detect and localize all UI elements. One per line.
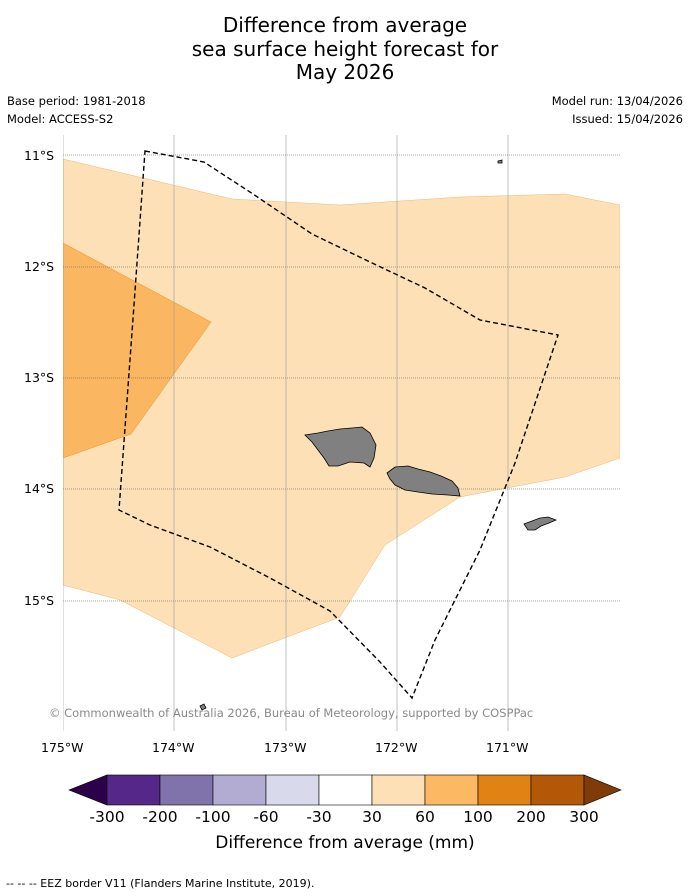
lon-label-175w: 175°W	[41, 740, 84, 755]
base-period: Base period: 1981-2018	[7, 94, 146, 108]
southern-islet	[199, 703, 207, 711]
copyright-notice: © Commonwealth of Australia 2026, Bureau…	[49, 706, 534, 720]
colorbar-swatch-1	[106, 774, 161, 806]
lat-label-15s: 15°S	[24, 593, 55, 608]
colorbar-tick: 60	[415, 808, 435, 826]
anomaly-region-30-60	[63, 158, 620, 659]
title-line-3: May 2026	[295, 60, 395, 84]
lat-label-14s: 14°S	[24, 481, 55, 496]
model-run-date: Model run: 13/04/2026	[551, 94, 683, 108]
colorbar-swatch-5	[318, 774, 373, 806]
graticule	[63, 135, 620, 731]
colorbar-swatch-3	[212, 774, 267, 806]
swains-islet	[497, 159, 503, 164]
colorbar-tick: -30	[306, 808, 332, 826]
colorbar-tick: 30	[362, 808, 382, 826]
eez-border	[118, 150, 559, 700]
lon-label-171w: 171°W	[486, 740, 529, 755]
colorbar-tick: -300	[89, 808, 125, 826]
colorbar-label: Difference from average (mm)	[215, 833, 475, 853]
tutuila-island	[523, 516, 558, 531]
colorbar-swatch-9	[530, 774, 585, 806]
colorbar-tick: -100	[195, 808, 231, 826]
colorbar-swatch-7	[424, 774, 479, 806]
colorbar-swatch-2	[159, 774, 214, 806]
lon-label-172w: 172°W	[375, 740, 418, 755]
map-area	[63, 135, 620, 731]
colorbar-max-extend	[583, 774, 622, 806]
colorbar-tick: -60	[253, 808, 279, 826]
lat-label-12s: 12°S	[24, 259, 55, 274]
anomaly-region-60-100	[63, 242, 212, 459]
lat-label-11s: 11°S	[24, 148, 55, 163]
lon-label-174w: 174°W	[152, 740, 195, 755]
colorbar-min-extend	[68, 774, 108, 806]
colorbar-swatch-4	[265, 774, 320, 806]
colorbar-tick: 300	[569, 808, 599, 826]
model-name: Model: ACCESS-S2	[7, 112, 114, 126]
title-line-1: Difference from average	[222, 13, 468, 37]
colorbar-swatch-6	[371, 774, 426, 806]
title-line-2: sea surface height forecast for	[191, 36, 499, 61]
issued-date: Issued: 15/04/2026	[572, 112, 683, 126]
colorbar-tick: -200	[142, 808, 178, 826]
map-title: Difference from average sea surface heig…	[0, 13, 690, 85]
colorbar-tick: 200	[516, 808, 546, 826]
colorbar-swatch-8	[477, 774, 532, 806]
lon-label-173w: 173°W	[264, 740, 307, 755]
upolu-island	[386, 465, 461, 497]
colorbar-tick: 100	[463, 808, 493, 826]
eez-legend: -- -- -- EEZ border V11 (Flanders Marine…	[6, 877, 315, 890]
savaii-island	[304, 426, 377, 468]
lat-label-13s: 13°S	[24, 370, 55, 385]
